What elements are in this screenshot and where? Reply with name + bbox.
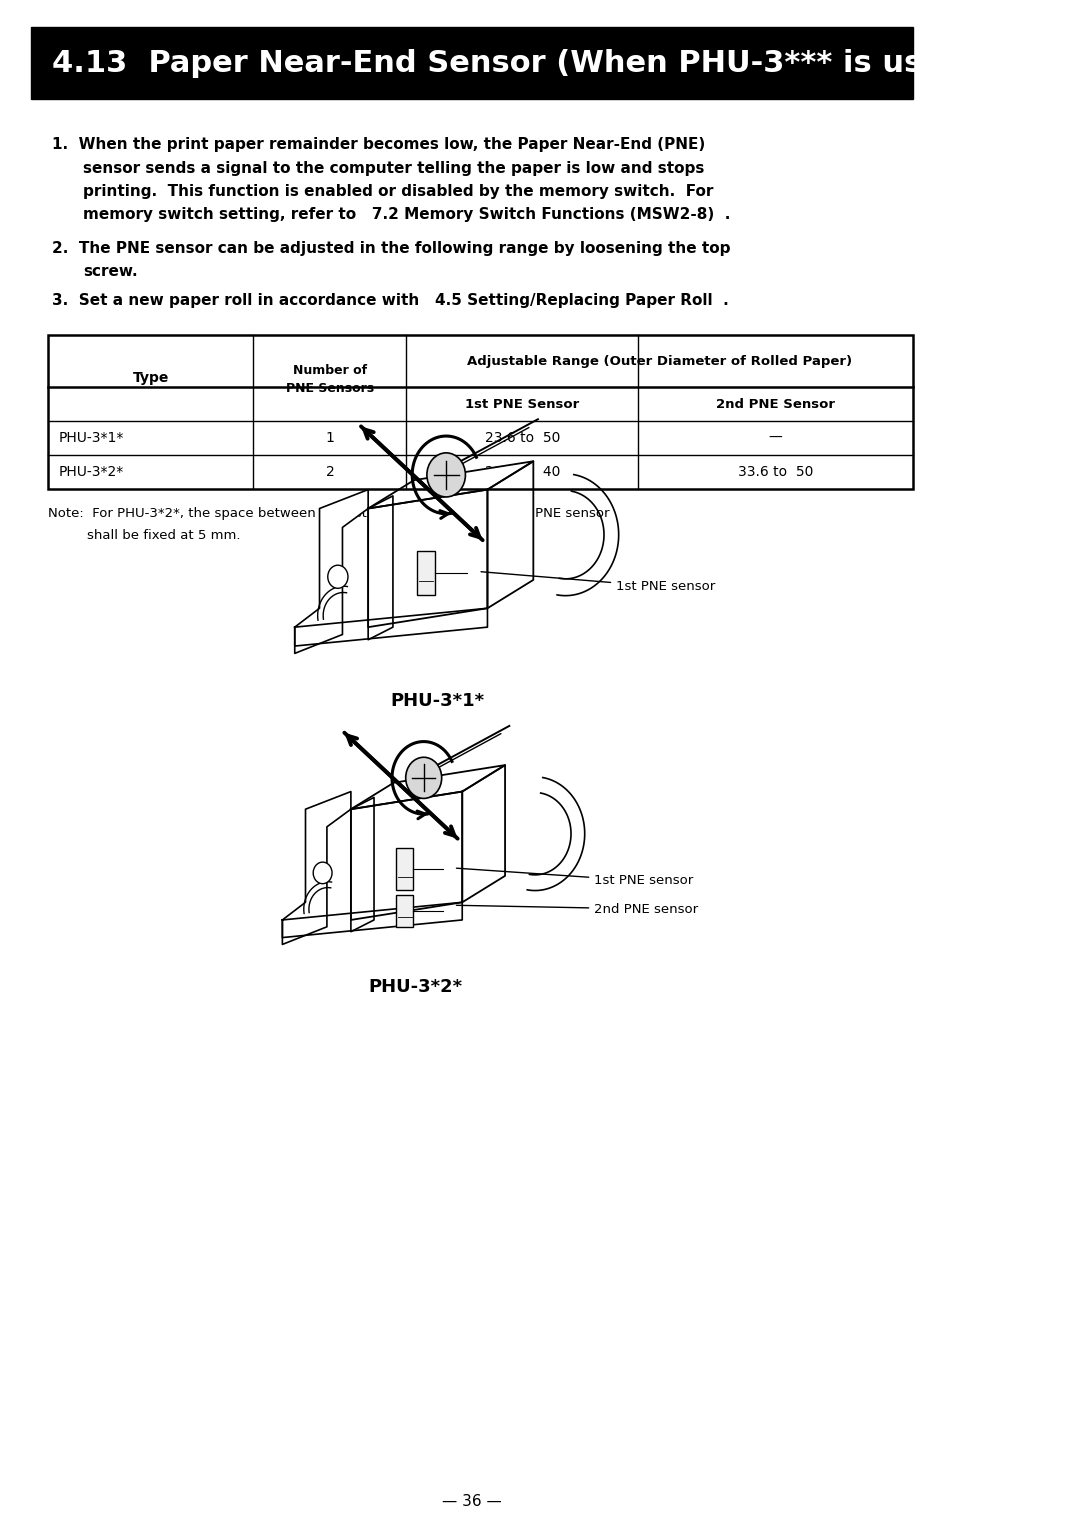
Text: 2: 2 <box>325 465 335 479</box>
Text: Note:  For PHU-3*2*, the space between the 1st PNE sensor and the 2nd PNE sensor: Note: For PHU-3*2*, the space between th… <box>49 508 609 520</box>
Circle shape <box>313 862 332 884</box>
Text: memory switch setting, refer to   7.2 Memory Switch Functions (MSW2-8)  .: memory switch setting, refer to 7.2 Memo… <box>83 208 730 223</box>
Circle shape <box>427 453 465 497</box>
Text: screw.: screw. <box>83 265 137 280</box>
Text: 1st PNE sensor: 1st PNE sensor <box>481 572 715 593</box>
Text: 1.  When the print paper remainder becomes low, the Paper Near-End (PNE): 1. When the print paper remainder become… <box>53 138 705 151</box>
Polygon shape <box>295 489 368 653</box>
Bar <box>417 550 435 595</box>
Polygon shape <box>368 495 393 639</box>
Text: PHU-3*2*: PHU-3*2* <box>58 465 124 479</box>
Bar <box>30 28 914 99</box>
Polygon shape <box>351 798 374 931</box>
Text: PHU-3*1*: PHU-3*1* <box>58 431 124 445</box>
Polygon shape <box>282 792 351 945</box>
Text: 1st PNE Sensor: 1st PNE Sensor <box>465 398 579 410</box>
Polygon shape <box>368 489 487 627</box>
Text: Number of: Number of <box>293 364 367 378</box>
Bar <box>49 335 914 489</box>
Text: 3.  Set a new paper roll in accordance with   4.5 Setting/Replacing Paper Roll  : 3. Set a new paper roll in accordance wi… <box>53 294 729 307</box>
Text: 2nd PNE Sensor: 2nd PNE Sensor <box>716 398 835 410</box>
Bar <box>396 849 414 890</box>
Text: 2nd PNE sensor: 2nd PNE sensor <box>457 902 699 916</box>
Text: 23.6 to  40: 23.6 to 40 <box>485 465 559 479</box>
Polygon shape <box>295 609 487 647</box>
Text: 23.6 to  50: 23.6 to 50 <box>485 431 559 445</box>
Polygon shape <box>368 462 534 509</box>
Text: 33.6 to  50: 33.6 to 50 <box>738 465 813 479</box>
Text: printing.  This function is enabled or disabled by the memory switch.  For: printing. This function is enabled or di… <box>83 183 714 199</box>
Text: PNE Sensors: PNE Sensors <box>286 382 374 394</box>
Text: PHU-3*1*: PHU-3*1* <box>390 693 484 711</box>
Polygon shape <box>487 462 534 609</box>
Text: shall be fixed at 5 mm.: shall be fixed at 5 mm. <box>87 529 241 541</box>
Polygon shape <box>351 764 505 809</box>
Text: PHU-3*2*: PHU-3*2* <box>368 977 462 995</box>
Circle shape <box>406 757 442 798</box>
Text: 4.13  Paper Near-End Sensor (When PHU-3*** is used): 4.13 Paper Near-End Sensor (When PHU-3**… <box>53 49 980 78</box>
Text: sensor sends a signal to the computer telling the paper is low and stops: sensor sends a signal to the computer te… <box>83 161 704 176</box>
Polygon shape <box>462 764 505 902</box>
Text: Adjustable Range (Outer Diameter of Rolled Paper): Adjustable Range (Outer Diameter of Roll… <box>468 355 852 367</box>
Circle shape <box>327 566 348 589</box>
Text: 2.  The PNE sensor can be adjusted in the following range by loosening the top: 2. The PNE sensor can be adjusted in the… <box>53 242 731 255</box>
Text: 1st PNE sensor: 1st PNE sensor <box>457 868 693 887</box>
Text: —: — <box>769 431 783 445</box>
Polygon shape <box>351 792 462 920</box>
Text: 1: 1 <box>325 431 335 445</box>
Text: — 36 —: — 36 — <box>442 1494 502 1509</box>
Polygon shape <box>282 902 462 937</box>
Bar <box>396 896 414 927</box>
Text: Type: Type <box>133 372 168 385</box>
